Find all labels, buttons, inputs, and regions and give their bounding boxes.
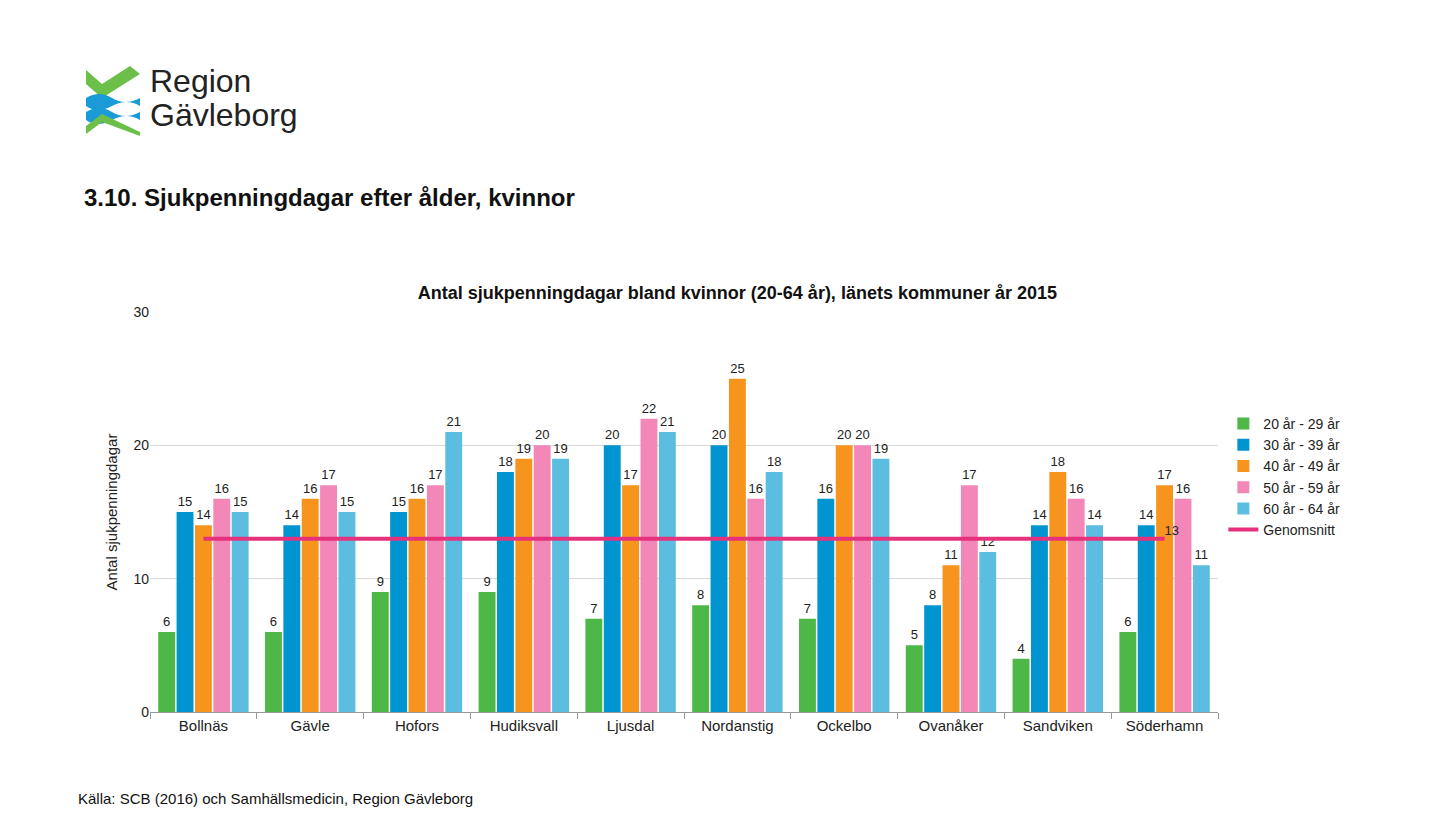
svg-text:19: 19 [553,441,567,456]
svg-text:50 år - 59 år: 50 år - 59 år [1263,480,1340,496]
svg-text:17: 17 [321,467,335,482]
svg-text:Gävle: Gävle [291,717,330,734]
svg-text:8: 8 [697,587,704,602]
html-text:Gävleborg: Gävleborg [150,97,298,133]
svg-text:14: 14 [196,507,210,522]
svg-text:13: 13 [1165,523,1179,538]
svg-text:19: 19 [517,441,531,456]
svg-text:15: 15 [391,494,405,509]
svg-text:14: 14 [285,507,299,522]
svg-text:15: 15 [340,494,354,509]
svg-text:30: 30 [133,304,149,320]
svg-text:20: 20 [605,427,619,442]
svg-text:21: 21 [660,414,674,429]
svg-text:18: 18 [767,454,781,469]
svg-text:14: 14 [1139,507,1153,522]
svg-text:6: 6 [270,614,277,629]
svg-text:11: 11 [1195,547,1209,562]
svg-text:25: 25 [730,361,744,376]
svg-text:60 år - 64 år: 60 år - 64 år [1263,501,1340,517]
svg-text:Genomsnitt: Genomsnitt [1263,522,1335,538]
svg-text:18: 18 [498,454,512,469]
svg-text:Ljusdal: Ljusdal [607,717,655,734]
svg-text:Bollnäs: Bollnäs [179,717,228,734]
svg-text:20: 20 [535,427,549,442]
svg-text:Nordanstig: Nordanstig [701,717,774,734]
svg-text:16: 16 [410,481,424,496]
svg-text:Hudiksvall: Hudiksvall [490,717,558,734]
svg-text:22: 22 [642,401,656,416]
html-text:3.10. Sjukpenningdagar efter å: 3.10. Sjukpenningdagar efter ålder, kvin… [84,184,575,211]
svg-text:Sandviken: Sandviken [1023,717,1093,734]
svg-text:40 år - 49 år: 40 år - 49 år [1263,458,1340,474]
svg-text:17: 17 [1157,467,1171,482]
svg-text:16: 16 [819,481,833,496]
svg-text:20: 20 [837,427,851,442]
svg-text:16: 16 [1069,481,1083,496]
svg-text:5: 5 [911,627,918,642]
svg-text:19: 19 [874,441,888,456]
svg-text:Hofors: Hofors [395,717,439,734]
svg-text:9: 9 [483,574,490,589]
svg-text:17: 17 [962,467,976,482]
svg-text:Ockelbo: Ockelbo [817,717,872,734]
svg-text:Ovanåker: Ovanåker [918,717,983,734]
svg-text:16: 16 [749,481,763,496]
svg-text:0: 0 [141,704,149,720]
svg-text:7: 7 [804,601,811,616]
svg-text:15: 15 [233,494,247,509]
svg-text:16: 16 [215,481,229,496]
svg-text:7: 7 [590,601,597,616]
svg-text:16: 16 [1176,481,1190,496]
svg-text:10: 10 [133,571,149,587]
svg-text:20: 20 [133,437,149,453]
svg-text:16: 16 [303,481,317,496]
svg-text:21: 21 [447,414,461,429]
svg-text:6: 6 [163,614,170,629]
html-text:Källa: SCB (2016) och Samhälls: Källa: SCB (2016) och Samhällsmedicin, R… [78,790,474,807]
svg-text:4: 4 [1017,641,1024,656]
svg-text:17: 17 [623,467,637,482]
svg-text:8: 8 [929,587,936,602]
svg-text:15: 15 [178,494,192,509]
svg-text:20: 20 [855,427,869,442]
svg-text:Antal sjukpenningdagar: Antal sjukpenningdagar [103,434,120,591]
svg-text:14: 14 [1032,507,1046,522]
svg-text:20: 20 [712,427,726,442]
svg-text:30 år - 39 år: 30 år - 39 år [1263,437,1340,453]
svg-text:Antal sjukpenningdagar bland k: Antal sjukpenningdagar bland kvinnor (20… [418,283,1057,303]
svg-text:11: 11 [944,547,958,562]
svg-text:17: 17 [428,467,442,482]
html-text:Region: Region [150,63,252,99]
svg-text:18: 18 [1051,454,1065,469]
svg-text:6: 6 [1124,614,1131,629]
svg-text:20 år - 29 år: 20 år - 29 år [1263,416,1340,432]
svg-text:Söderhamn: Söderhamn [1126,717,1204,734]
svg-text:9: 9 [377,574,384,589]
svg-text:14: 14 [1087,507,1101,522]
svg-text:12: 12 [981,534,995,549]
